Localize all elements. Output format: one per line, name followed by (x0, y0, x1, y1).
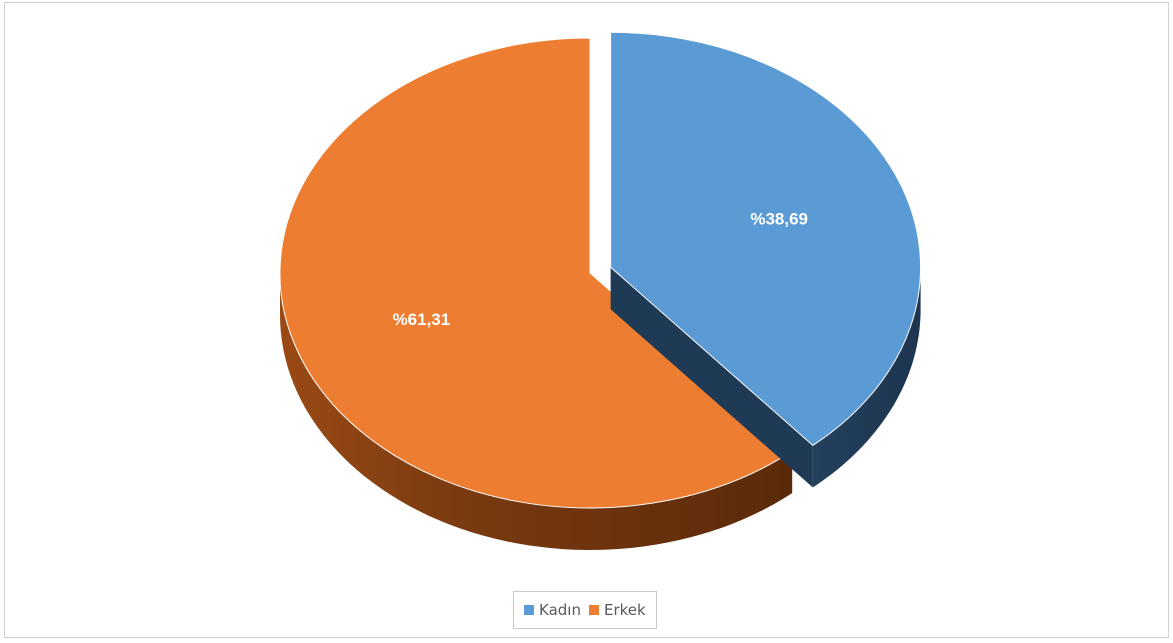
legend-swatch-kadin (524, 605, 534, 615)
pie-chart: %61,31 %38,69 (279, 31, 922, 550)
data-label-kadin: %38,69 (750, 209, 808, 228)
pie-slice-side-erkek (280, 273, 793, 550)
legend-swatch-erkek (588, 605, 599, 615)
pie-slice-face-kadin (610, 267, 813, 488)
pie-slice-erkek (279, 37, 794, 550)
pie-slice-top-kadin (610, 31, 922, 447)
legend: Kadın Erkek (513, 591, 657, 629)
pie-slice-side-kadin (812, 267, 921, 488)
legend-label-erkek: Erkek (603, 601, 646, 619)
chart-area: %61,31 %38,69 Kadın Erkek (4, 2, 1169, 638)
pie-slice-top-erkek (279, 37, 794, 509)
legend-label-kadin: Kadın (539, 601, 581, 619)
pie-slice-kadin (610, 31, 922, 488)
legend-item-kadin: Kadın (524, 601, 581, 619)
legend-item-erkek: Erkek (588, 601, 646, 619)
data-label-erkek: %61,31 (393, 310, 451, 329)
